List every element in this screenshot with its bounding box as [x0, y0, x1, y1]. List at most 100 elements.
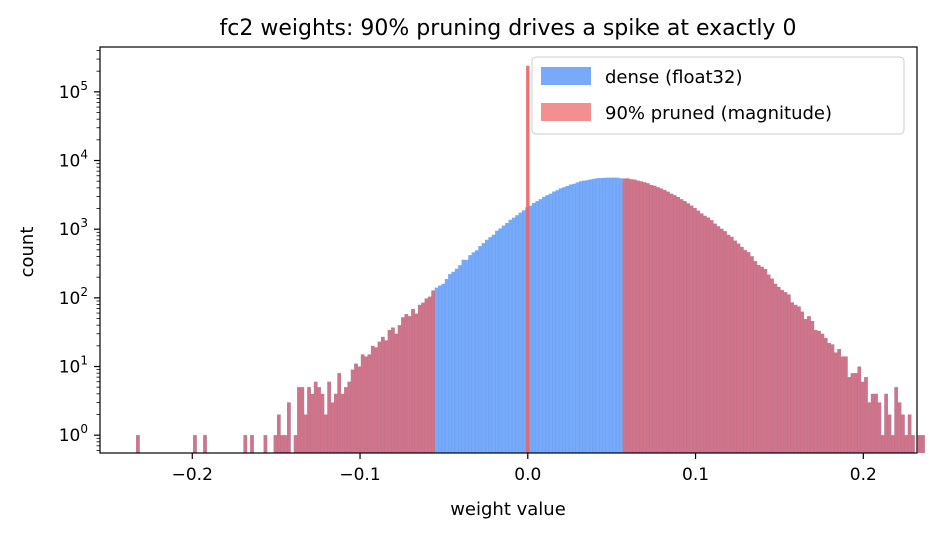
bar-pruned — [659, 188, 664, 453]
bar-pruned — [713, 223, 717, 453]
bar-pruned — [723, 231, 727, 453]
bar-pruned — [813, 330, 818, 453]
bar-dense — [471, 252, 476, 453]
bar-pruned — [297, 387, 301, 453]
y-tick-label: 100 — [59, 422, 88, 446]
bar-dense — [498, 228, 503, 453]
bar-pruned — [763, 269, 768, 453]
bar-dense — [575, 182, 580, 454]
bar-pruned — [417, 304, 422, 453]
bar-pruned — [404, 314, 409, 453]
bar-pruned — [682, 201, 687, 453]
legend-swatch-dense — [541, 67, 591, 85]
bar-pruned — [817, 330, 821, 453]
bar-pruned — [300, 387, 305, 453]
bar-dense — [468, 255, 472, 453]
y-tick-label: 105 — [59, 79, 88, 103]
bar-pruned — [374, 347, 378, 453]
bar-pruned-spike — [526, 65, 530, 453]
bar-pruned — [381, 336, 385, 453]
bar-pruned — [397, 325, 402, 453]
bar-pruned — [360, 354, 365, 453]
bar-pruned — [756, 264, 761, 453]
bar-pruned — [652, 185, 657, 453]
bar-pruned — [709, 220, 714, 453]
legend: dense (float32) 90% pruned (magnitude) — [531, 56, 905, 135]
legend-box — [531, 56, 905, 135]
bar-pruned — [917, 435, 922, 453]
bar-pruned — [911, 435, 915, 453]
pruned-bars — [136, 65, 925, 454]
bar-pruned — [431, 290, 435, 453]
bar-pruned — [646, 183, 650, 453]
bar-pruned — [783, 292, 788, 453]
bar-dense — [488, 237, 493, 453]
bar-pruned — [377, 341, 382, 453]
bar-pruned — [790, 302, 794, 453]
bar-pruned — [890, 435, 895, 453]
y-tick-label: 104 — [59, 148, 88, 172]
bar-pruned — [629, 179, 633, 453]
bar-dense — [438, 285, 442, 453]
bar-pruned — [706, 217, 711, 453]
bar-pruned — [729, 236, 734, 453]
bar-pruned — [693, 207, 697, 453]
bar-pruned — [800, 311, 805, 453]
bar-pruned — [394, 333, 399, 453]
bar-dense — [474, 250, 479, 453]
bar-pruned — [703, 215, 707, 453]
bar-pruned — [250, 435, 254, 453]
bar-pruned — [696, 210, 701, 453]
bar-pruned — [830, 344, 835, 453]
bar-dense — [491, 234, 496, 453]
bar-pruned — [193, 435, 197, 453]
bar-dense — [531, 202, 536, 453]
bar-dense — [518, 212, 523, 453]
bar-pruned — [414, 313, 419, 453]
bar-pruned — [797, 306, 801, 453]
bar-dense — [568, 184, 573, 454]
bar-pruned — [370, 345, 375, 453]
bar-dense — [585, 180, 590, 453]
bar-pruned — [632, 179, 637, 453]
bar-pruned — [656, 187, 660, 453]
bar-pruned — [679, 199, 684, 453]
legend-label-pruned: 90% pruned (magnitude) — [605, 103, 832, 124]
bar-pruned — [874, 393, 878, 453]
bar-pruned — [642, 182, 647, 453]
bar-dense — [609, 177, 613, 454]
bar-pruned — [776, 286, 781, 453]
x-tick-label: −0.2 — [172, 465, 213, 485]
bar-dense — [592, 178, 597, 453]
bar-dense — [552, 191, 556, 453]
x-tick-label: 0.2 — [850, 465, 877, 485]
bar-pruned — [662, 189, 667, 454]
bar-pruned — [807, 316, 811, 453]
bar-dense — [605, 177, 610, 453]
bar-pruned — [334, 393, 338, 453]
bar-pruned — [766, 274, 771, 453]
bar-pruned — [317, 387, 321, 453]
bar-pruned — [837, 348, 841, 453]
bar-pruned — [746, 252, 751, 453]
bar-dense — [535, 201, 539, 453]
bar-pruned — [803, 319, 808, 453]
bar-dense — [578, 181, 583, 453]
bar-dense — [461, 259, 466, 453]
x-axis: −0.2 −0.1 0.0 0.1 0.2 — [172, 453, 877, 485]
bar-pruned — [793, 304, 798, 453]
bar-pruned — [810, 321, 815, 453]
bar-dense — [451, 271, 456, 453]
bar-pruned — [823, 338, 828, 453]
bar-pruned — [387, 330, 392, 453]
y-tick-label: 102 — [59, 285, 88, 309]
bar-dense — [599, 178, 603, 453]
y-axis: 100 101 102 103 104 105 — [59, 50, 100, 451]
bar-pruned — [327, 381, 331, 453]
bar-dense — [505, 223, 509, 453]
bar-pruned — [864, 377, 868, 453]
bar-pruned — [276, 414, 281, 453]
bar-dense — [555, 190, 560, 453]
bar-dense — [434, 287, 439, 453]
bar-pruned — [894, 387, 899, 453]
